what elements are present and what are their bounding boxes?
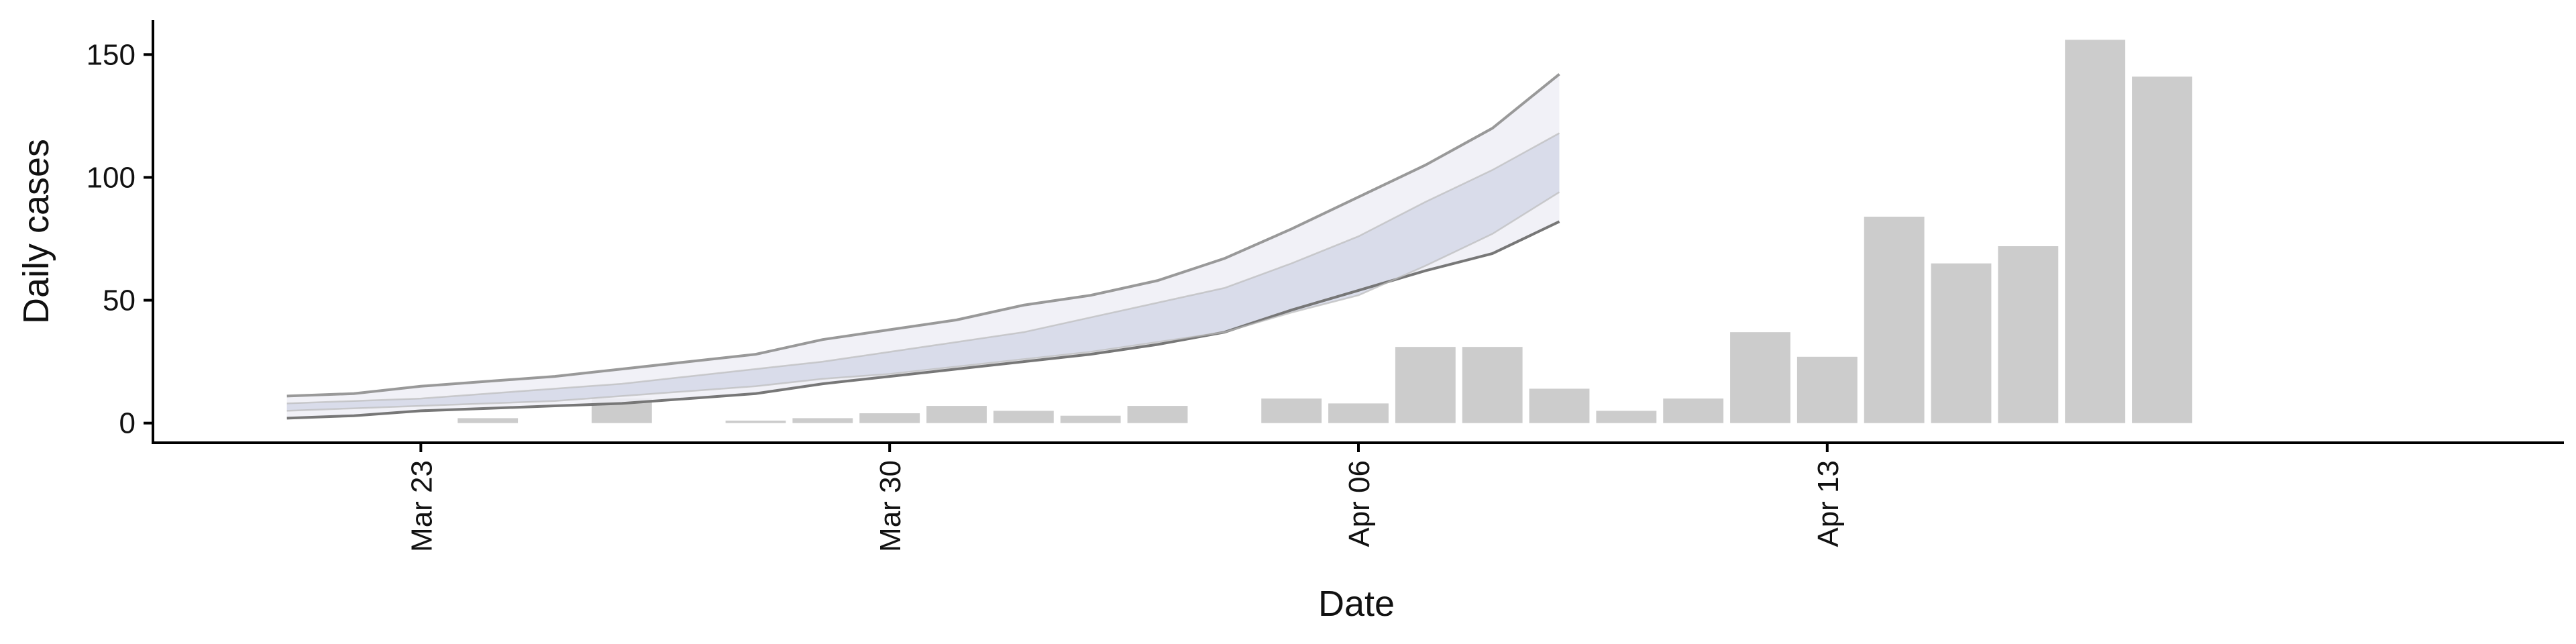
bar-2020-04-14 [1864,217,1925,423]
bar-2020-03-24 [458,418,519,423]
y-tick-label-100: 100 [87,161,136,194]
bars-layer [458,40,2192,423]
bar-2020-04-08 [1462,347,1523,423]
bar-2020-03-31 [926,406,987,423]
bar-2020-04-05 [1261,398,1322,423]
bar-2020-04-15 [1931,263,1992,423]
bar-2020-04-16 [1998,246,2059,423]
bar-2020-04-11 [1663,398,1724,423]
bar-2020-04-17 [2065,40,2126,423]
y-tick-label-150: 150 [87,38,136,71]
inner-band-lower-line [286,191,1560,412]
bar-2020-03-29 [792,418,853,423]
y-tick-label-0: 0 [119,407,136,440]
bar-2020-04-09 [1529,388,1590,423]
x-tick-label-2020-03-23: Mar 23 [405,460,438,552]
bar-2020-04-12 [1730,332,1790,423]
bar-2020-04-07 [1395,347,1456,423]
x-tick-label-2020-03-30: Mar 30 [874,460,907,552]
bar-2020-03-28 [725,421,786,423]
inner-band-upper-line [286,132,1560,405]
bar-2020-04-10 [1596,411,1657,423]
y-axis-title: Daily cases [16,139,56,324]
outer-band-lower-line [286,220,1560,420]
bar-2020-04-03 [1127,406,1188,423]
bar-2020-04-02 [1060,415,1121,423]
x-axis-title: Date [1318,584,1395,624]
outer-band-upper-line [286,73,1560,398]
forecast-bands-layer [286,73,1560,420]
bar-2020-03-30 [859,413,920,423]
y-tick-label-50: 50 [103,284,136,317]
ticks-layer: 0 50 100 150 Mar 23 Mar 30 Apr 06 Apr 13 [87,38,1845,552]
inner-band-area [286,133,1560,411]
bar-2020-04-13 [1796,356,1858,423]
bar-2020-04-01 [993,411,1054,423]
x-tick-label-2020-04-13: Apr 13 [1812,460,1845,547]
x-tick-label-2020-04-06: Apr 06 [1343,460,1376,547]
bar-2020-04-06 [1328,403,1389,423]
bar-2020-04-18 [2132,76,2192,423]
